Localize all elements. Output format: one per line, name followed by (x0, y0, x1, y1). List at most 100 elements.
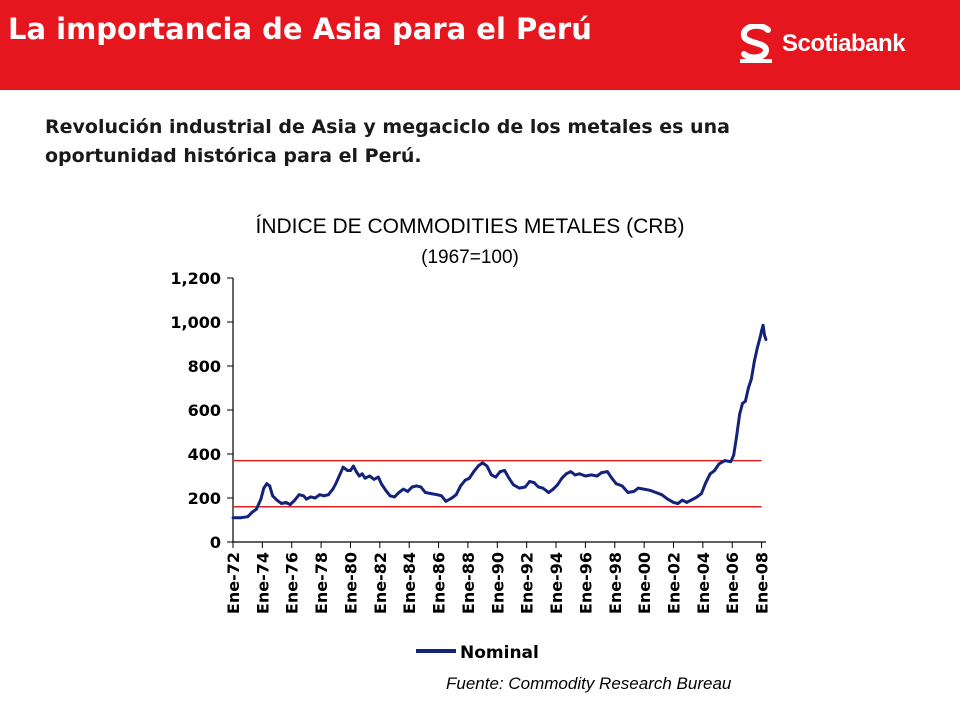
x-tick-label: Ene-88 (459, 552, 478, 614)
x-tick-label: Ene-02 (664, 552, 683, 614)
data-point (699, 492, 703, 495)
data-point (490, 473, 493, 477)
data-point (363, 476, 367, 480)
data-point (507, 476, 511, 480)
data-point (388, 494, 392, 498)
data-point (606, 470, 609, 473)
data-point (440, 494, 443, 498)
data-point (357, 474, 361, 478)
data-point (476, 464, 480, 468)
data-point (293, 498, 297, 502)
data-point (573, 473, 577, 477)
data-point (410, 485, 414, 489)
data-point (231, 516, 235, 520)
x-tick-label: Ene-08 (753, 552, 772, 614)
data-point (322, 494, 326, 498)
header-bar: La importancia de Asia para el Perú Scot… (0, 0, 960, 90)
chart-legend: Nominal (416, 643, 539, 663)
scotiabank-s-icon (740, 22, 772, 63)
data-point (297, 493, 301, 497)
data-point (620, 484, 624, 488)
data-point (360, 472, 364, 476)
data-point (268, 484, 272, 488)
data-point (583, 474, 587, 478)
data-point (512, 483, 515, 487)
data-point (255, 507, 258, 511)
data-point (302, 494, 305, 498)
data-point (331, 487, 335, 491)
data-point (717, 462, 721, 466)
data-point (760, 329, 763, 333)
x-tick-label: Ene-78 (312, 552, 331, 614)
x-tick-label: Ene-94 (547, 552, 566, 614)
data-point (415, 484, 418, 488)
x-tick-label: Ene-96 (576, 552, 595, 614)
data-point (393, 495, 396, 499)
data-point (454, 493, 458, 497)
data-point (749, 377, 753, 381)
data-point (708, 472, 712, 476)
data-point (429, 492, 433, 495)
data-point (419, 485, 423, 489)
data-point (459, 484, 462, 488)
source-note: Fuente: Commodity Research Bureau (446, 674, 732, 693)
data-point (313, 496, 317, 500)
x-tick-label: Ene-92 (518, 552, 537, 614)
data-point (246, 515, 250, 519)
data-point (729, 460, 733, 464)
x-tick-label: Ene-80 (341, 552, 360, 614)
y-tick-label: 0 (210, 533, 221, 552)
data-point (541, 486, 545, 490)
data-point (472, 470, 476, 473)
data-point (523, 485, 527, 489)
data-point (676, 502, 680, 505)
data-point (423, 491, 427, 494)
data-point (503, 469, 507, 472)
data-point (384, 488, 388, 492)
data-point (379, 482, 383, 486)
data-point (288, 503, 292, 506)
data-point (352, 464, 355, 468)
y-tick-label: 1,000 (170, 313, 221, 332)
data-point (401, 487, 405, 491)
data-point (271, 494, 275, 498)
data-point (406, 490, 410, 493)
x-tick-label: Ene-76 (283, 552, 302, 614)
scotiabank-logo: Scotiabank (738, 22, 928, 68)
data-point (569, 470, 573, 473)
slide-title: La importancia de Asia para el Perú (8, 12, 592, 46)
x-tick-label: Ene-82 (371, 552, 390, 614)
data-point (578, 472, 581, 476)
series-group (231, 323, 768, 520)
x-tick-label: Ene-72 (224, 552, 243, 614)
brand-name: Scotiabank (782, 30, 906, 57)
data-point (372, 477, 376, 481)
chart-axes: 0 200 400 600 800 1,000 1,200 Ene-72 Ene-74 Ene-7… (170, 269, 771, 614)
data-point (450, 496, 454, 500)
data-point (354, 470, 358, 473)
y-tick-label: 1,200 (170, 269, 221, 288)
data-point (752, 360, 756, 363)
data-point (309, 495, 313, 499)
data-point (397, 491, 401, 494)
data-point (614, 482, 618, 486)
y-tick-label: 600 (188, 401, 221, 420)
x-tick-label: Ene-90 (488, 552, 507, 614)
data-point (305, 497, 308, 501)
x-tick-label: Ene-06 (723, 552, 742, 614)
data-point (435, 493, 439, 497)
data-point (648, 488, 652, 492)
data-point (680, 498, 684, 502)
data-point (250, 510, 254, 514)
data-point (334, 482, 338, 486)
data-point (738, 413, 741, 416)
series-line-nominal (233, 323, 768, 520)
data-point (713, 469, 717, 472)
data-point (537, 485, 540, 489)
data-point (238, 516, 242, 520)
x-tick-label: Ene-00 (635, 552, 654, 614)
data-point (723, 459, 727, 462)
x-tick-label: Ene-04 (694, 552, 713, 614)
data-point (746, 386, 750, 390)
data-point (259, 497, 263, 501)
